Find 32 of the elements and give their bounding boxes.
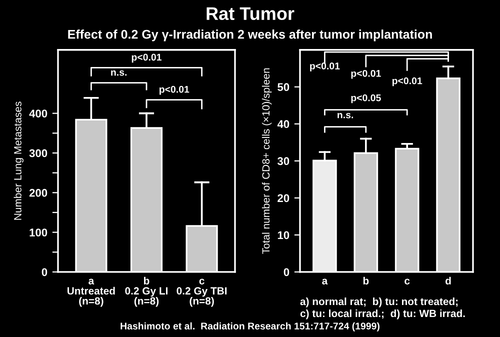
chart-subtitle: Effect of 0.2 Gy γ-Irradiation 2 weeks after tumor implantation <box>68 30 432 42</box>
y-tick-label: 200 <box>29 188 48 197</box>
annotation: p<0.01 <box>392 77 422 86</box>
y-tick-label: 20 <box>278 194 290 202</box>
y-axis-title: Total number of CD8+ cells (×10)/spleen <box>262 68 272 254</box>
x-tick-label: b <box>363 276 369 284</box>
annotation: p<0.01 <box>310 62 340 72</box>
x-tick-label: d <box>446 276 451 284</box>
annotation: p<0.01 <box>132 54 162 63</box>
annotation: p<0.01 <box>160 86 190 95</box>
y-tick-label: 100 <box>30 228 48 236</box>
chart-title: Rat Tumor <box>206 7 294 20</box>
x-tick-label: a Untreated (n=8) <box>68 278 115 307</box>
text: Hashimoto et al. Radiation Research 151:717-724 (1999) <box>120 322 380 332</box>
annotation: p<0.01 <box>351 70 381 79</box>
y-tick-label: 10 <box>278 231 290 240</box>
annotation: n.s. <box>338 112 354 118</box>
text: a) normal rat; b) tu: not treated; c) tu: local irrad.; d) tu: WB irrad. <box>300 298 465 320</box>
x-tick-label: a <box>322 278 328 284</box>
y-tick-label: 0 <box>284 268 290 276</box>
y-tick-label: 0 <box>42 268 48 276</box>
y-tick-label: 30 <box>277 157 290 166</box>
y-tick-label: 50 <box>278 83 290 92</box>
y-tick-label: 400 <box>29 110 48 118</box>
annotation: n.s. <box>111 70 127 76</box>
y-tick-label: 300 <box>29 149 48 158</box>
x-tick-label: b 0.2 Gy LI (n=8) <box>125 276 168 307</box>
y-tick-label: 40 <box>277 120 290 128</box>
x-tick-label: c <box>404 278 410 284</box>
x-tick-label: c 0.2 Gy TBI (n=8) <box>176 278 227 307</box>
y-axis-title: Number Lung Metastases <box>14 102 24 220</box>
annotation: p<0.05 <box>351 94 381 104</box>
